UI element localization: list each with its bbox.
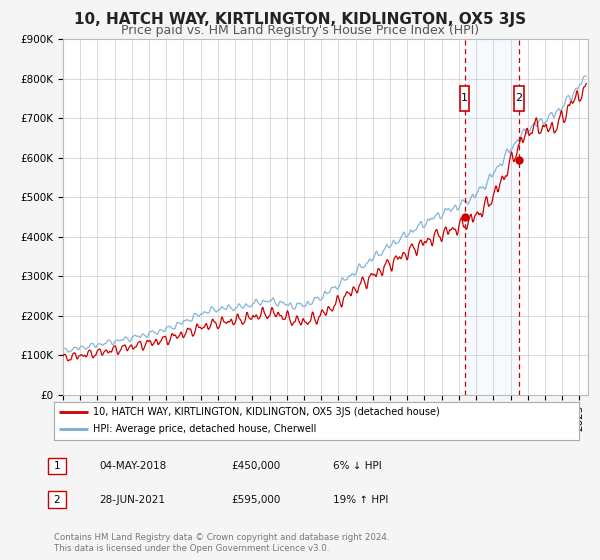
Text: 2: 2 <box>515 94 523 104</box>
Text: Price paid vs. HM Land Registry's House Price Index (HPI): Price paid vs. HM Land Registry's House … <box>121 24 479 36</box>
Bar <box>465 39 519 395</box>
Text: 28-JUN-2021: 28-JUN-2021 <box>99 494 165 505</box>
Text: 04-MAY-2018: 04-MAY-2018 <box>99 461 166 471</box>
Text: 19% ↑ HPI: 19% ↑ HPI <box>333 494 388 505</box>
Text: 1: 1 <box>53 461 61 471</box>
Text: 1: 1 <box>461 94 468 104</box>
FancyBboxPatch shape <box>514 86 524 111</box>
Text: £450,000: £450,000 <box>231 461 280 471</box>
Text: 2: 2 <box>53 494 61 505</box>
FancyBboxPatch shape <box>460 86 469 111</box>
Text: HPI: Average price, detached house, Cherwell: HPI: Average price, detached house, Cher… <box>94 424 317 435</box>
Text: 6% ↓ HPI: 6% ↓ HPI <box>333 461 382 471</box>
Text: 10, HATCH WAY, KIRTLINGTON, KIDLINGTON, OX5 3JS (detached house): 10, HATCH WAY, KIRTLINGTON, KIDLINGTON, … <box>94 407 440 417</box>
Text: Contains HM Land Registry data © Crown copyright and database right 2024.
This d: Contains HM Land Registry data © Crown c… <box>54 533 389 553</box>
Text: 10, HATCH WAY, KIRTLINGTON, KIDLINGTON, OX5 3JS: 10, HATCH WAY, KIRTLINGTON, KIDLINGTON, … <box>74 12 526 27</box>
Text: £595,000: £595,000 <box>231 494 280 505</box>
